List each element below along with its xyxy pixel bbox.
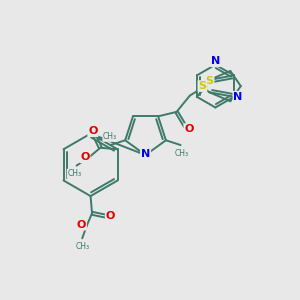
- Text: CH₃: CH₃: [67, 169, 81, 178]
- Text: O: O: [80, 152, 90, 162]
- Text: O: O: [77, 220, 86, 230]
- Text: CH₃: CH₃: [103, 133, 117, 142]
- Text: O: O: [184, 124, 194, 134]
- Text: S: S: [206, 76, 214, 86]
- Text: O: O: [88, 126, 98, 136]
- Text: N: N: [141, 149, 150, 160]
- Text: N: N: [211, 56, 220, 66]
- Text: CH₃: CH₃: [175, 149, 189, 158]
- Text: O: O: [106, 211, 115, 221]
- Text: CH₃: CH₃: [76, 242, 90, 251]
- Text: N: N: [233, 92, 243, 102]
- Text: S: S: [198, 81, 206, 91]
